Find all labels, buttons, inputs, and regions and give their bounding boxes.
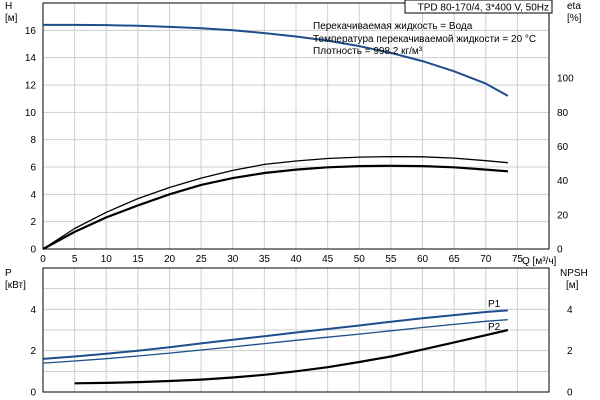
p-label-name: P — [5, 268, 12, 279]
annotation-fluid: Перекачиваемая жидкость = Вода — [313, 21, 473, 32]
y-right-tick-label: 0 — [557, 245, 563, 256]
p-tick-label: 4 — [30, 305, 36, 316]
y-left-tick-label: 2 — [30, 217, 36, 228]
x-tick-label: 25 — [196, 254, 208, 265]
y-left-tick-label: 4 — [30, 190, 36, 201]
y-right-tick-label: 20 — [557, 210, 569, 221]
annotation-density: Плотность = 998.2 кг/м³ — [313, 46, 423, 57]
curves — [42, 23, 509, 385]
x-tick-label: 65 — [449, 254, 461, 265]
y-right-tick-label: 40 — [557, 176, 569, 187]
power-curve-p1 — [42, 309, 508, 360]
y-left-tick-label: 10 — [25, 108, 37, 119]
x-tick-label: 50 — [354, 254, 366, 265]
y-right-label-name: eta — [567, 1, 581, 12]
efficiency-curve-upper — [42, 155, 508, 250]
series-label-p1: P1 — [488, 299, 501, 310]
y-left-tick-label: 12 — [25, 81, 37, 92]
x-tick-label: 60 — [417, 254, 429, 265]
x-tick-label: 10 — [101, 254, 113, 265]
y-left-tick-label: 16 — [25, 26, 37, 37]
x-tick-label: 70 — [480, 254, 492, 265]
x-tick-label: 40 — [290, 254, 302, 265]
y-right-tick-label: 100 — [557, 74, 574, 85]
x-tick-label: 20 — [164, 254, 176, 265]
plot-frames — [42, 2, 550, 393]
x-tick-label: 55 — [385, 254, 397, 265]
npsh-tick-label: 2 — [567, 346, 573, 357]
p-tick-label: 2 — [30, 346, 36, 357]
y-right-tick-label: 60 — [557, 142, 569, 153]
x-tick-label: 0 — [40, 254, 46, 265]
y-left-tick-label: 14 — [25, 53, 37, 64]
y-right-tick-label: 80 — [557, 108, 569, 119]
x-tick-label: 15 — [132, 254, 144, 265]
y-left-label-unit: [м] — [5, 13, 18, 24]
npsh-label-unit: [м] — [566, 280, 579, 291]
annotation-temperature: Температура перекачиваемой жидкости = 20… — [313, 34, 536, 45]
bottom-plot-frame — [42, 267, 550, 393]
npsh-tick-label: 0 — [567, 388, 573, 399]
x-tick-label: 45 — [322, 254, 334, 265]
grid-lines — [43, 3, 549, 392]
x-axis-label: Q [м³/ч] — [522, 256, 557, 267]
y-left-tick-label: 8 — [30, 135, 36, 146]
tick-labels: 0 5 10 15 20 25 30 35 40 45 50 55 60 65 70 750246810121… — [25, 26, 574, 399]
efficiency-curve-lower — [42, 164, 508, 250]
y-left-label-name: H — [5, 1, 12, 12]
p-label-unit: [кВт] — [5, 280, 26, 291]
chart-title: TPD 80-170/4, 3*400 V, 50Hz — [418, 3, 549, 14]
y-left-tick-label: 6 — [30, 163, 36, 174]
x-tick-label: 75 — [512, 254, 524, 265]
y-left-tick-label: 0 — [30, 245, 36, 256]
power-curve-p2 — [42, 319, 508, 364]
npsh-tick-label: 4 — [567, 305, 573, 316]
x-tick-label: 30 — [227, 254, 239, 265]
x-tick-label: 5 — [72, 254, 78, 265]
y-right-label-unit: [%] — [567, 13, 582, 24]
npsh-curve — [74, 328, 509, 385]
head-curve — [43, 23, 509, 97]
series-label-p2: P2 — [488, 322, 501, 333]
title-box — [404, 0, 553, 14]
top-plot-frame — [42, 2, 550, 250]
p-tick-label: 0 — [30, 388, 36, 399]
x-tick-label: 35 — [259, 254, 271, 265]
npsh-label-name: NPSH — [560, 268, 588, 279]
